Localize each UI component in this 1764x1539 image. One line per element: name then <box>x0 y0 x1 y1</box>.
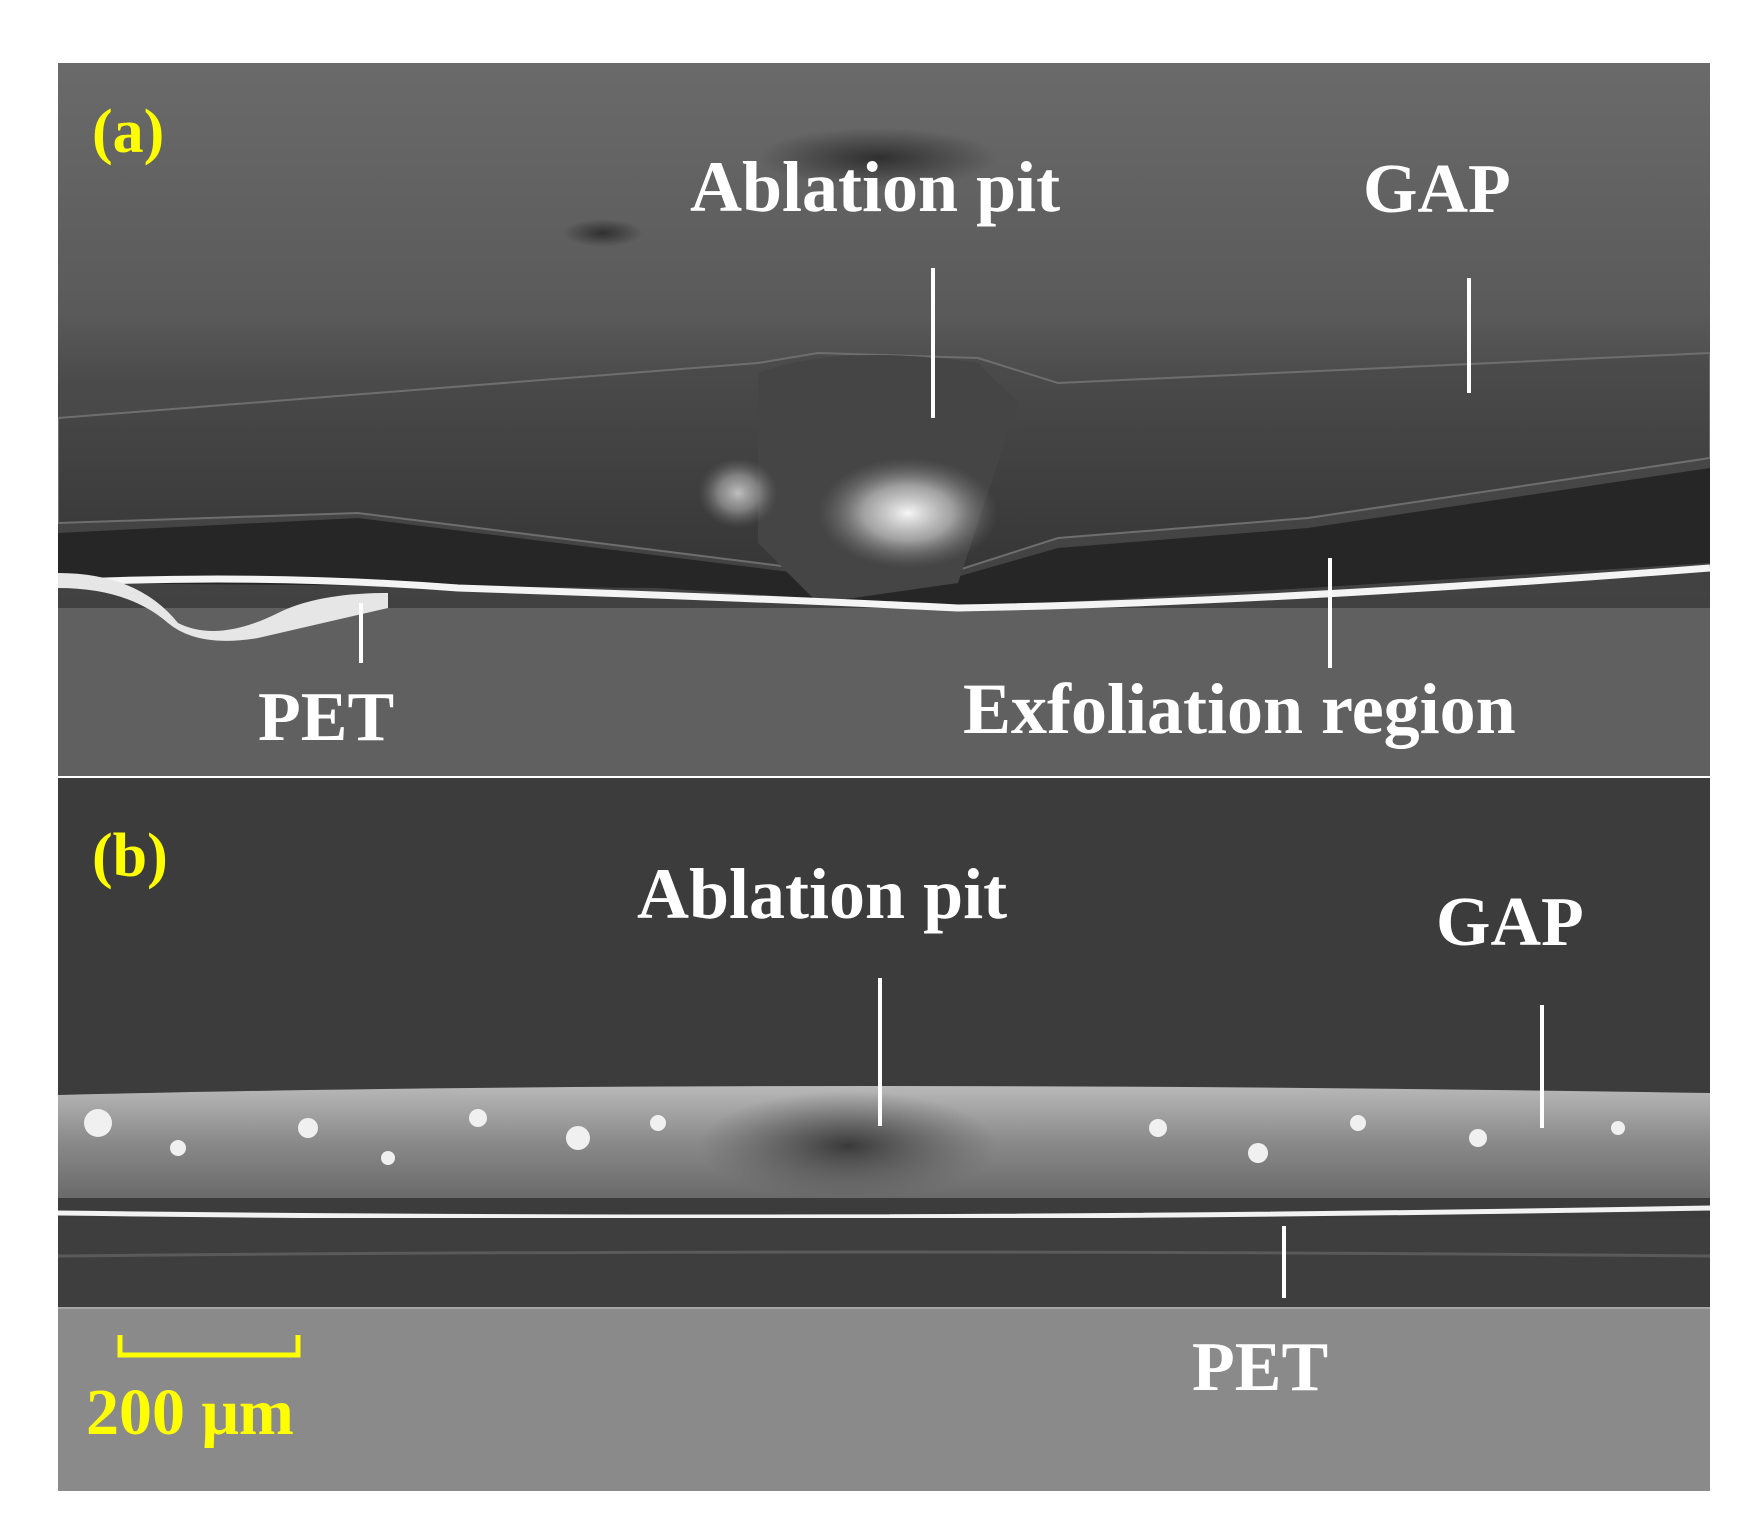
scale-bar-label: 200 μm <box>86 1376 294 1449</box>
interface-line <box>58 1205 1710 1220</box>
panel-b-ablation-label: Ablation pit <box>637 854 1008 934</box>
surface-particles <box>84 1109 1625 1165</box>
panel-b-gap-label: GAP <box>1436 884 1584 961</box>
panel-a-sem-image: (a) Ablation pit GAP PET Exfoliation reg… <box>58 63 1710 776</box>
surface-shadow <box>758 128 998 188</box>
panel-a-exfoliation-label: Exfoliation region <box>963 669 1516 749</box>
pit-bright-debris <box>818 458 998 568</box>
panel-a-letter: (a) <box>92 98 165 166</box>
delamination-gap <box>58 468 1710 608</box>
ablation-pit <box>698 1091 998 1201</box>
panel-b-micrograph <box>58 778 1710 1491</box>
panel-b-pet-label: PET <box>1192 1329 1329 1406</box>
pit-edge-glow <box>698 458 778 528</box>
pet-layer <box>58 1218 1710 1308</box>
panel-a-gap-label: GAP <box>1363 151 1511 228</box>
substrate <box>58 1308 1710 1491</box>
panel-a-pet-label: PET <box>258 679 395 756</box>
pet-bright-flake <box>58 573 388 641</box>
pet-internal-line <box>58 1250 1710 1258</box>
surface-spot <box>563 219 643 247</box>
panel-a-ablation-label: Ablation pit <box>690 147 1061 227</box>
panel-a-micrograph <box>58 63 1710 776</box>
panel-b-letter: (b) <box>92 822 168 890</box>
scale-bar <box>117 1335 301 1358</box>
pet-substrate <box>58 608 1710 776</box>
panel-b-sem-image: (b) Ablation pit GAP PET 200 μm <box>58 778 1710 1491</box>
pet-bright-edge <box>58 564 1710 612</box>
